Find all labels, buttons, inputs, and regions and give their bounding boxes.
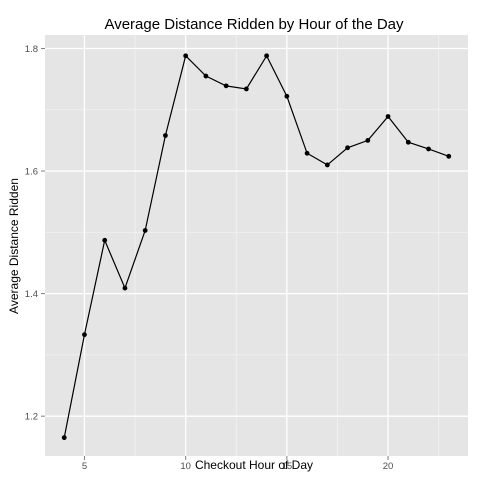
y-axis-ticks: 1.2 1.4 1.6 1.8	[25, 44, 45, 423]
series-layer	[61, 53, 452, 441]
data-point	[385, 114, 391, 119]
data-point	[446, 153, 452, 159]
y-tick-label: 1.4	[25, 289, 38, 300]
x-axis-label: Checkout Hour of Day	[195, 458, 313, 472]
y-axis-label: Average Distance Ridden	[7, 178, 21, 314]
x-tick-label: 20	[383, 461, 394, 472]
plot-panel	[45, 35, 468, 456]
data-point	[243, 86, 249, 92]
data-point	[365, 138, 371, 143]
data-point	[426, 146, 431, 152]
x-tick-label: 5	[82, 461, 87, 472]
data-point	[284, 93, 290, 99]
data-point	[203, 73, 209, 79]
data-point	[345, 145, 350, 151]
data-point	[61, 435, 67, 441]
data-point	[142, 228, 148, 233]
chart-title: Average Distance Ridden by Hour of the D…	[104, 16, 404, 33]
data-point	[324, 162, 330, 168]
x-tick-label: 15	[282, 461, 293, 472]
data-point	[122, 285, 128, 291]
data-point	[102, 237, 108, 243]
data-point	[223, 83, 229, 89]
data-point	[304, 150, 310, 156]
y-tick-label: 1.6	[25, 167, 38, 178]
major-gridlines	[45, 35, 468, 456]
data-point	[264, 53, 270, 59]
data-point	[405, 139, 411, 145]
y-tick-label: 1.2	[25, 412, 38, 423]
x-axis-ticks: 5 10 15 20	[82, 456, 394, 472]
y-tick-label: 1.8	[25, 44, 38, 55]
minor-gridlines	[45, 35, 468, 456]
data-point	[82, 332, 87, 338]
series-line	[63, 54, 449, 438]
x-tick-label: 10	[180, 461, 191, 472]
data-point	[163, 133, 168, 138]
data-point	[183, 53, 189, 59]
